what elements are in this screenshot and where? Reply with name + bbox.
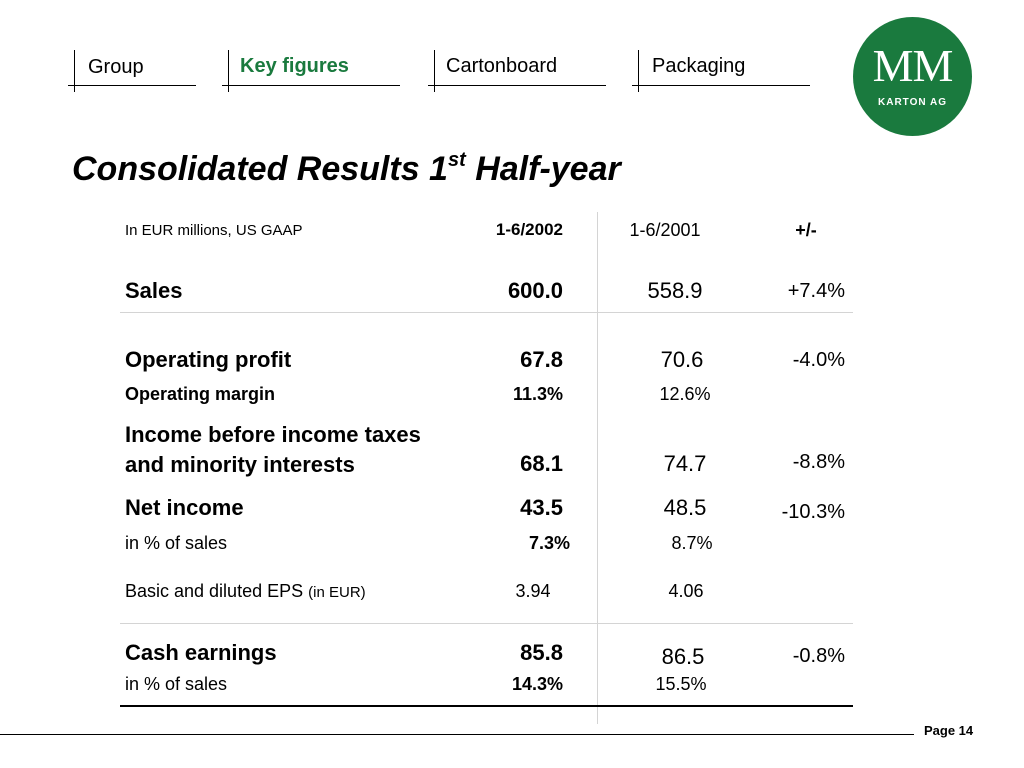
tab-underline	[68, 85, 196, 86]
net-income-current: 43.5	[520, 495, 563, 520]
tab-divider	[228, 50, 229, 92]
title-superscript: st	[447, 149, 466, 171]
cash-earnings-current: 85.8	[520, 640, 563, 665]
ebt-prior: 74.7	[663, 451, 707, 476]
cash-earnings-prior: 86.5	[661, 644, 705, 669]
sales-change: +7.4%	[787, 280, 845, 302]
eps-current: 3.94	[515, 581, 551, 601]
cash-earnings-pct-current: 14.3%	[511, 674, 563, 694]
footer-rule	[0, 734, 914, 735]
tab-packaging-label: Packaging	[652, 55, 746, 77]
net-income-label: Net income	[125, 495, 244, 520]
tab-key-figures-label: Key figures	[240, 55, 349, 77]
ebt-label-line2: and minority interests	[125, 452, 355, 477]
operating-profit-prior: 70.6	[660, 347, 704, 372]
net-income-prior: 48.5	[663, 495, 707, 520]
tab-divider	[434, 50, 435, 92]
page-number: Page 14	[924, 723, 974, 738]
sales-current: 600.0	[507, 278, 563, 303]
page-title: Consolidated Results 1st Half-year	[72, 149, 621, 189]
net-income-pct-label: in % of sales	[125, 533, 228, 553]
title-rest: Half-year	[465, 150, 621, 188]
header-change: +/-	[795, 220, 817, 240]
tab-divider	[74, 50, 75, 92]
cash-earnings-change: -0.8%	[792, 645, 845, 667]
tab-underline	[222, 85, 400, 86]
header-current-period: 1-6/2002	[495, 220, 563, 239]
tab-cartonboard-label: Cartonboard	[446, 55, 558, 77]
sales-label: Sales	[125, 278, 183, 303]
eps-label: Basic and diluted EPS (in EUR)	[125, 581, 366, 602]
row-separator	[120, 312, 853, 313]
ebt-label-line1: Income before income taxes	[125, 422, 421, 447]
cash-earnings-pct-label: in % of sales	[125, 674, 228, 694]
row-separator	[120, 623, 853, 624]
operating-margin-label: Operating margin	[125, 384, 276, 404]
operating-margin-current: 11.3%	[512, 384, 563, 404]
ebt-current: 68.1	[520, 451, 563, 476]
net-income-change: -10.3%	[781, 501, 845, 523]
tab-cartonboard[interactable]: Cartonboard	[428, 48, 606, 94]
column-divider	[597, 212, 598, 724]
operating-profit-label: Operating profit	[125, 347, 292, 372]
logo-subtitle: KARTON AG	[878, 97, 947, 108]
ebt-change: -8.8%	[792, 451, 845, 473]
company-logo: MM KARTON AG	[853, 17, 972, 136]
net-income-pct-prior: 8.7%	[671, 533, 713, 553]
tab-packaging[interactable]: Packaging	[632, 48, 810, 94]
tab-key-figures[interactable]: Key figures	[222, 48, 400, 94]
net-income-pct-current: 7.3%	[528, 533, 570, 553]
eps-label-unit: (in EUR)	[308, 584, 366, 601]
logo-mark: MM	[872, 40, 954, 91]
tab-underline	[632, 85, 810, 86]
eps-prior: 4.06	[668, 581, 704, 601]
operating-profit-current: 67.8	[520, 347, 563, 372]
operating-margin-prior: 12.6%	[659, 384, 711, 404]
cash-earnings-label: Cash earnings	[125, 640, 277, 665]
tab-underline	[428, 85, 606, 86]
tab-group[interactable]: Group	[68, 48, 196, 94]
tab-group-label: Group	[88, 56, 144, 78]
cash-earnings-pct-prior: 15.5%	[655, 674, 707, 694]
table-bottom-rule	[120, 705, 853, 707]
title-main: Consolidated Results 1	[72, 150, 448, 188]
header-prior-period: 1-6/2001	[629, 220, 701, 240]
tab-divider	[638, 50, 639, 92]
unit-note: In EUR millions, US GAAP	[125, 222, 303, 239]
operating-profit-change: -4.0%	[792, 349, 845, 371]
eps-label-text: Basic and diluted EPS	[125, 581, 304, 601]
sales-prior: 558.9	[647, 278, 703, 303]
